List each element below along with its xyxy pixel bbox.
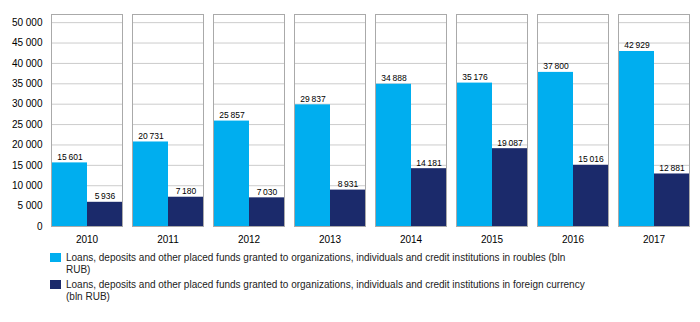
svg-text:7 180: 7 180	[176, 186, 197, 196]
svg-text:20 000: 20 000	[12, 139, 43, 150]
svg-text:7 030: 7 030	[257, 187, 278, 197]
svg-text:35 176: 35 176	[462, 72, 488, 82]
svg-text:2013: 2013	[319, 234, 342, 245]
svg-text:20 731: 20 731	[138, 131, 164, 141]
svg-text:5 936: 5 936	[95, 191, 116, 201]
svg-text:19 087: 19 087	[497, 138, 523, 148]
svg-text:10 000: 10 000	[12, 180, 43, 191]
html-text:Loans, deposits and other plac: Loans, deposits and other placed funds g…	[66, 279, 585, 302]
svg-text:25 857: 25 857	[219, 110, 245, 120]
svg-text:0: 0	[37, 221, 43, 232]
svg-text:40 000: 40 000	[12, 58, 43, 69]
svg-text:15 601: 15 601	[57, 152, 83, 162]
svg-text:8 931: 8 931	[338, 179, 359, 189]
svg-text:2016: 2016	[562, 234, 585, 245]
svg-text:15 016: 15 016	[578, 154, 604, 164]
svg-text:2015: 2015	[481, 234, 504, 245]
svg-text:50 000: 50 000	[12, 17, 43, 28]
svg-text:25 000: 25 000	[12, 119, 43, 130]
svg-text:2017: 2017	[643, 234, 666, 245]
svg-text:12 881: 12 881	[659, 163, 685, 173]
svg-text:45 000: 45 000	[12, 37, 43, 48]
svg-text:34 888: 34 888	[381, 73, 407, 83]
svg-text:35 000: 35 000	[12, 78, 43, 89]
svg-text:14 181: 14 181	[416, 158, 442, 168]
svg-text:15 000: 15 000	[12, 160, 43, 171]
svg-text:37 800: 37 800	[543, 61, 569, 71]
svg-text:2012: 2012	[238, 234, 261, 245]
svg-text:30 000: 30 000	[12, 98, 43, 109]
svg-text:29 837: 29 837	[300, 94, 326, 104]
svg-text:2010: 2010	[76, 234, 99, 245]
svg-text:2014: 2014	[400, 234, 423, 245]
svg-text:2011: 2011	[157, 234, 179, 245]
svg-text:5 000: 5 000	[17, 200, 42, 211]
html-text:Loans, deposits and other plac: Loans, deposits and other placed funds g…	[66, 252, 566, 275]
svg-text:42 929: 42 929	[624, 40, 650, 50]
